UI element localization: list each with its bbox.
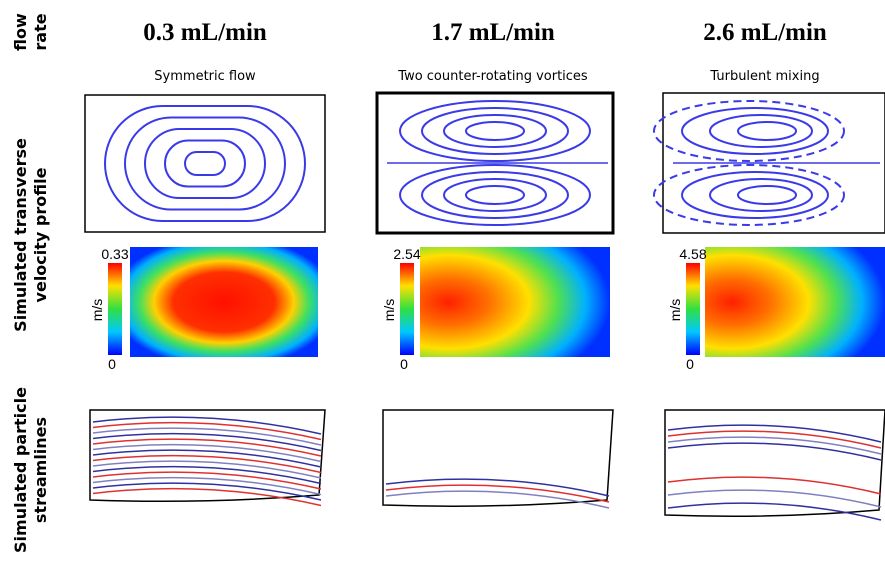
vortex [399, 100, 591, 162]
particle-streamline [667, 436, 882, 455]
vortex [653, 164, 845, 226]
column-subtitle: Turbulent mixing [709, 69, 819, 84]
colorbar [108, 263, 122, 355]
vortex [421, 107, 569, 155]
vortex [443, 114, 547, 148]
streamline [144, 128, 266, 199]
vortex [465, 121, 525, 141]
row-label: streamlines [31, 417, 50, 523]
colorbar-min: 0 [108, 356, 116, 372]
particle-streamline [92, 454, 322, 474]
particle-streamline [92, 432, 322, 452]
particle-streamline [667, 489, 882, 508]
colorbar [686, 263, 700, 355]
vortex [681, 107, 829, 155]
column-subtitle: Two counter-rotating vortices [397, 69, 588, 84]
streamline [104, 105, 306, 222]
velocity-map [705, 247, 885, 357]
particle-streamline [92, 427, 322, 446]
column-title: 2.6 mL/min [703, 19, 827, 46]
particle-streamline [667, 442, 882, 461]
column-subtitle: Symmetric flow [154, 69, 256, 84]
particle-streamline [667, 476, 882, 495]
vortex [399, 164, 591, 226]
streamline [164, 139, 246, 188]
colorbar-unit: m/s [667, 299, 683, 322]
row-label: Simulated particle [11, 387, 30, 553]
colorbar-max: 0.33 [101, 246, 128, 262]
particle-streamline [667, 424, 882, 443]
particle-streamline [92, 482, 322, 501]
vortex [709, 114, 813, 148]
profile-box [84, 94, 326, 233]
vortex [421, 171, 569, 219]
row-label: Simulated transverse [11, 138, 30, 332]
row-label: velocity profile [31, 167, 50, 302]
colorbar-max: 4.58 [679, 246, 706, 262]
vortex [465, 185, 525, 205]
colorbar [400, 263, 414, 355]
colorbar-min: 0 [400, 356, 408, 372]
particle-streamline [92, 421, 322, 441]
particle-streamline [92, 471, 322, 490]
colorbar-unit: m/s [381, 299, 397, 322]
particle-streamline [92, 438, 322, 457]
row-label: rate [31, 13, 50, 50]
streamline [124, 116, 286, 211]
particle-streamline [92, 416, 322, 435]
channel [664, 409, 885, 517]
vortex [681, 171, 829, 219]
particle-streamline [92, 460, 322, 479]
vortex [709, 178, 813, 212]
streamline [184, 151, 226, 176]
velocity-map [420, 247, 610, 357]
particle-streamline [667, 502, 882, 521]
vortex [653, 100, 845, 162]
vortex [443, 178, 547, 212]
particle-streamline [92, 449, 322, 468]
particle-streamline [92, 465, 322, 485]
vortex [737, 121, 797, 141]
particle-streamline [385, 478, 610, 497]
particle-streamline [92, 443, 322, 463]
particle-streamline [385, 484, 610, 503]
particle-streamline [667, 430, 882, 449]
particle-streamline [92, 487, 322, 507]
particle-streamline [385, 490, 610, 509]
column-title: 1.7 mL/min [431, 19, 555, 46]
column-title: 0.3 mL/min [143, 19, 267, 46]
colorbar-min: 0 [686, 356, 694, 372]
colorbar-max: 2.54 [393, 246, 420, 262]
labels: flow rate Simulated transverse velocity … [11, 13, 50, 553]
velocity-map [130, 247, 318, 357]
row-label: flow [11, 13, 30, 51]
particle-streamline [92, 476, 322, 496]
colorbar-unit: m/s [89, 299, 105, 322]
vortex [737, 185, 797, 205]
